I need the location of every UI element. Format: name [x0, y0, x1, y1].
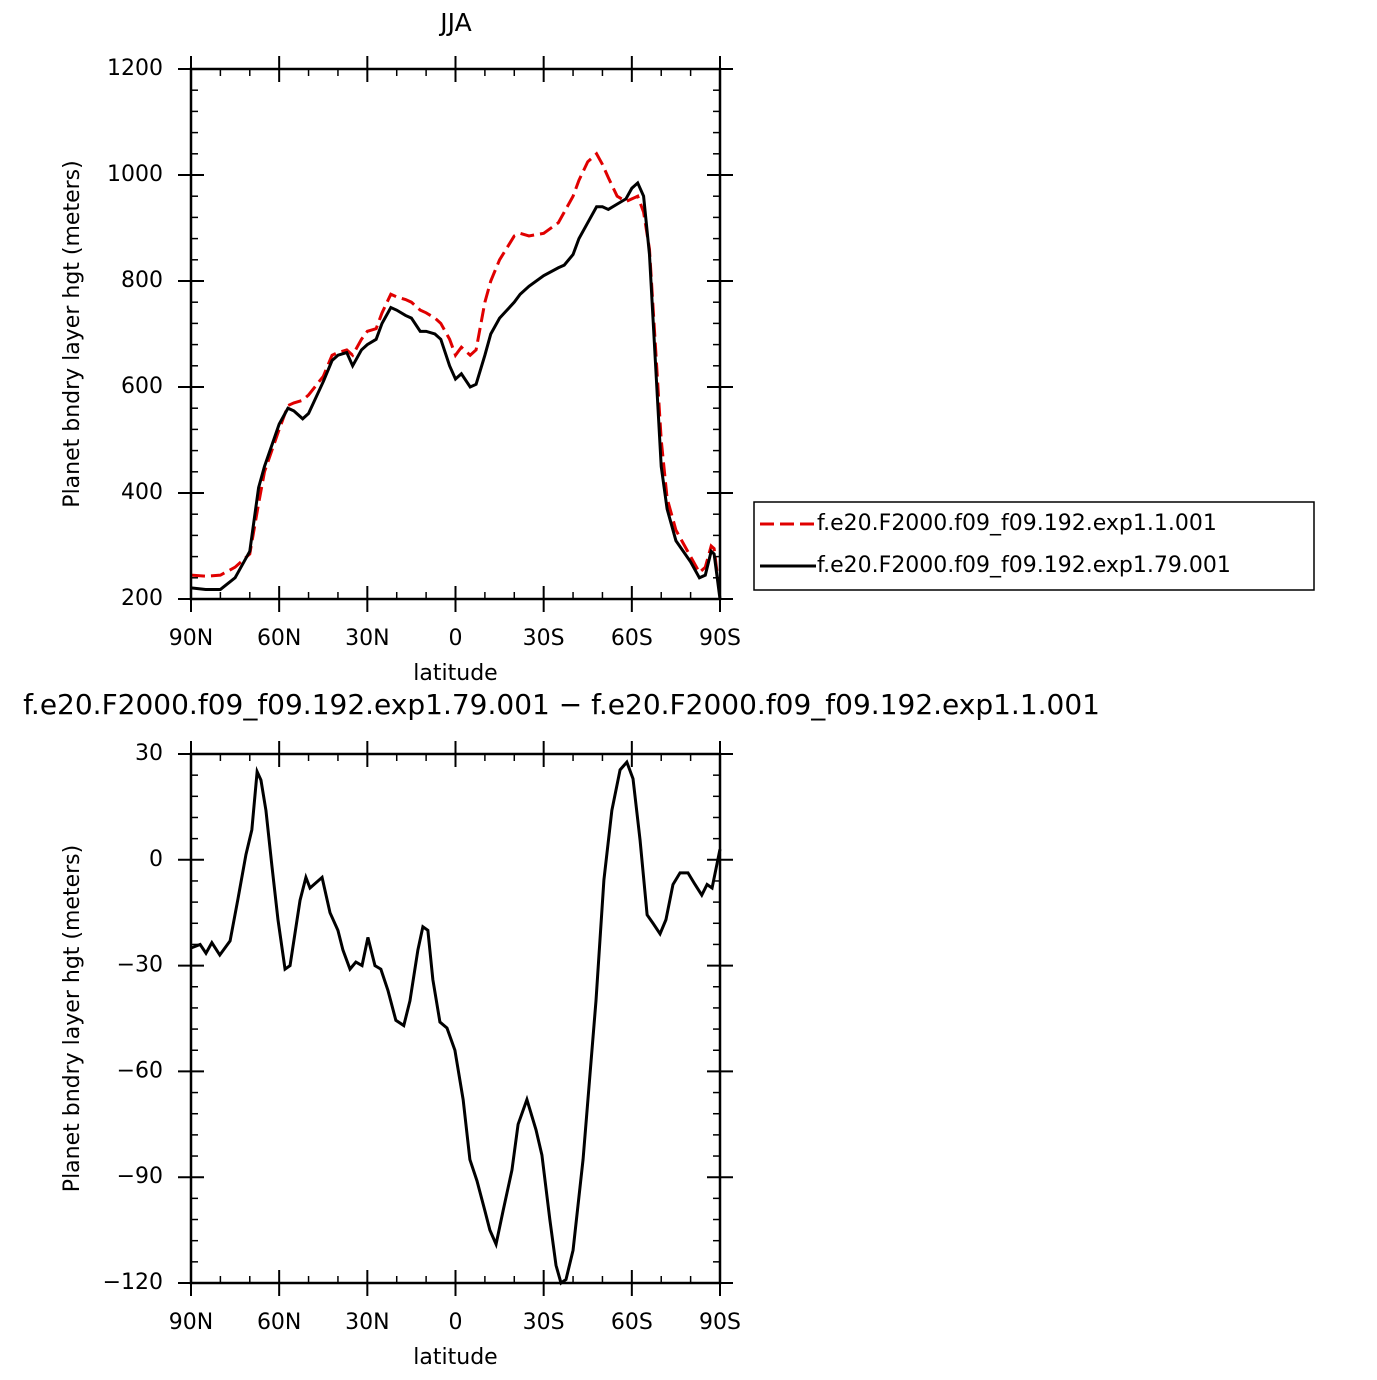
y-tick-label: 1000 — [107, 162, 163, 187]
x-axis-label: latitude — [413, 661, 497, 686]
x-tick-label: 0 — [449, 1310, 463, 1335]
legend-label: f.e20.F2000.f09_f09.192.exp1.79.001 — [817, 553, 1231, 578]
x-tick-label: 30N — [345, 626, 389, 651]
y-tick-label: 1200 — [107, 56, 163, 81]
x-tick-label: 30S — [523, 1310, 565, 1335]
y-tick-label: 30 — [135, 741, 163, 766]
chart-title: JJA — [438, 8, 471, 37]
y-axis-label: Planet bndry layer hgt (meters) — [60, 160, 85, 507]
x-tick-label: 30N — [345, 1310, 389, 1335]
x-tick-label: 60N — [257, 1310, 301, 1335]
x-tick-label: 90S — [699, 626, 741, 651]
y-tick-label: 800 — [121, 268, 163, 293]
x-tick-label: 60S — [611, 626, 653, 651]
x-tick-label: 60S — [611, 1310, 653, 1335]
x-tick-label: 90S — [699, 1310, 741, 1335]
x-tick-label: 30S — [523, 626, 565, 651]
data-line — [190, 759, 722, 1286]
y-tick-label: 600 — [121, 374, 163, 399]
x-tick-label: 90N — [169, 1310, 213, 1335]
data-line — [190, 151, 722, 597]
x-tick-label: 0 — [449, 626, 463, 651]
plot-frame — [189, 67, 722, 601]
y-tick-label: −120 — [103, 1270, 163, 1295]
y-axis-label: Planet bndry layer hgt (meters) — [60, 845, 85, 1192]
y-tick-label: −30 — [117, 953, 163, 978]
x-axis-label: latitude — [413, 1345, 497, 1370]
y-tick-label: 0 — [149, 847, 163, 872]
data-line — [190, 180, 722, 600]
chart-title: f.e20.F2000.f09_f09.192.exp1.79.001 − f.… — [23, 688, 1100, 721]
y-tick-label: −60 — [117, 1058, 163, 1083]
x-tick-label: 90N — [169, 626, 213, 651]
x-tick-label: 60N — [257, 626, 301, 651]
legend-box — [753, 501, 1315, 591]
legend-label: f.e20.F2000.f09_f09.192.exp1.1.001 — [817, 511, 1217, 536]
y-tick-label: 400 — [121, 480, 163, 505]
y-tick-label: −90 — [117, 1164, 163, 1189]
y-tick-label: 200 — [121, 586, 163, 611]
